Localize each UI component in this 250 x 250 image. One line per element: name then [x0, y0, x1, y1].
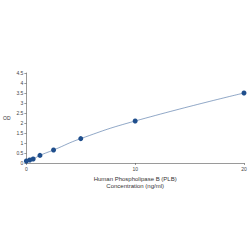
svg-text:1: 1 — [21, 140, 24, 146]
svg-text:2: 2 — [21, 120, 24, 126]
svg-text:10: 10 — [132, 166, 138, 172]
svg-text:1.5: 1.5 — [16, 130, 23, 136]
svg-text:Concentration (ng/ml): Concentration (ng/ml) — [106, 183, 164, 189]
svg-text:20: 20 — [241, 166, 247, 172]
svg-text:3.5: 3.5 — [16, 90, 23, 96]
svg-text:0: 0 — [25, 166, 28, 172]
svg-text:OD: OD — [3, 115, 11, 121]
svg-text:0: 0 — [21, 160, 24, 166]
svg-text:Human Phospholipase B (PLB): Human Phospholipase B (PLB) — [94, 176, 177, 182]
svg-text:3: 3 — [21, 100, 24, 106]
svg-text:4: 4 — [21, 80, 24, 86]
svg-text:2.5: 2.5 — [16, 110, 23, 116]
svg-text:0.5: 0.5 — [16, 150, 23, 156]
svg-text:4.5: 4.5 — [16, 70, 23, 76]
